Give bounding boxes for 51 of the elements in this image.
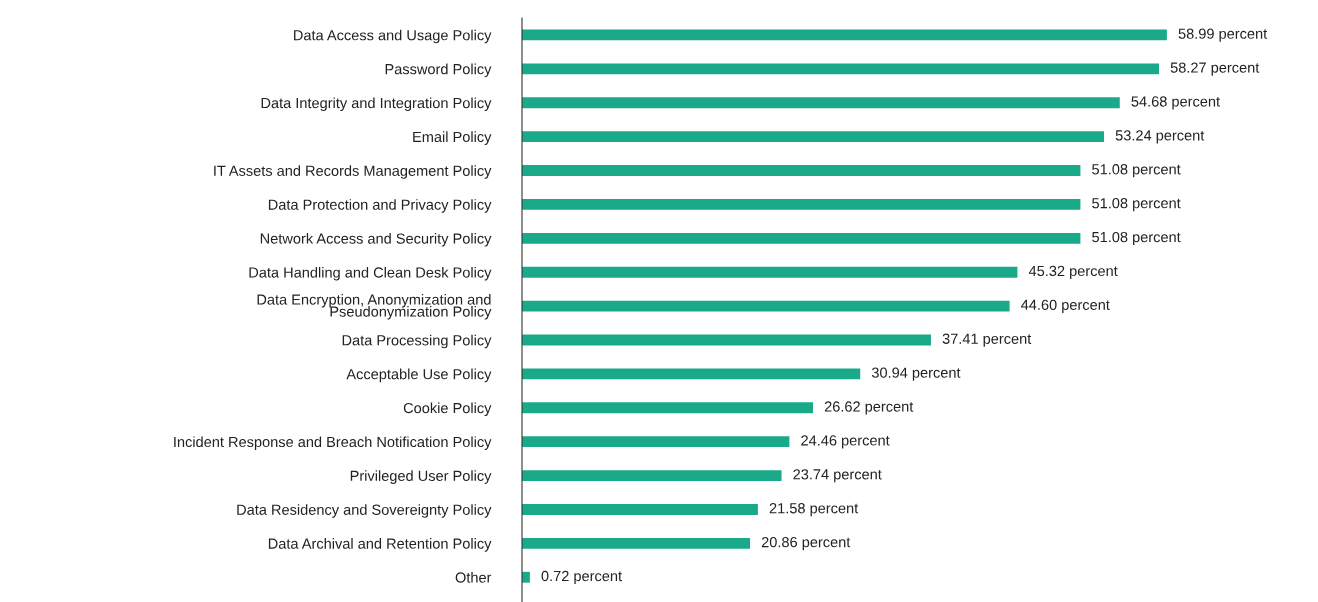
data-label: 58.99 percent [1178,28,1268,42]
data-label: 45.32 percent [1028,265,1118,279]
bar [522,537,751,549]
y-tick-label: Acceptable Use Policy [346,368,492,383]
y-tick-label: Data Encryption, Anonymization and Pseudonymization Policy [257,294,492,320]
data-label: 20.86 percent [761,536,851,551]
data-label: 53.24 percent [1115,130,1205,144]
data-label: 26.62 percent [824,401,914,415]
data-label: 30.94 percent [871,367,961,381]
bar [522,165,1081,176]
bar [522,266,1018,278]
bar [522,334,931,346]
y-tick-label: Data Archival and Retention Policy [268,538,492,552]
bar [522,368,861,380]
y-tick-label: Data Integrity and Integration Policy [261,97,492,112]
y-tick-label: Data Handling and Clean Desk Policy [249,266,492,281]
y-tick-label: Data Access and Usage Policy [294,29,492,44]
bar [522,29,1167,41]
y-tick-label: Data Protection and Privacy Policy [268,199,492,213]
y-tick-label: Network Access and Security Policy [260,233,492,247]
y-tick-label: Password Policy [385,63,492,78]
bar [522,470,782,481]
bar [522,63,1160,75]
bar [522,300,1010,312]
bar [522,97,1120,109]
y-tick-label: IT Assets and Records Management Policy [214,165,492,179]
data-label: 51.08 percent [1092,164,1181,178]
bar [522,504,758,515]
data-label: 54.68 percent [1131,96,1220,110]
y-tick-label: Data Residency and Sovereignty Policy [237,504,492,518]
bar [522,199,1081,210]
data-label: 58.27 percent [1170,62,1260,76]
y-tick-label: Data Processing Policy [342,334,492,349]
data-label: 37.41 percent [942,333,1032,347]
bar [522,402,814,414]
data-label: 51.08 percent [1092,198,1181,212]
data-label: 44.60 percent [1021,299,1110,313]
data-label: 21.58 percent [769,503,859,517]
y-tick-label: Incident Response and Breach Notification Policy [174,436,492,450]
y-tick-label: Email Policy [413,131,492,145]
y-tick-label: Privileged User Policy [350,470,492,484]
y-tick-label: Cookie Policy [403,402,492,417]
data-label: 24.46 percent [801,435,890,449]
data-label: 0.72 percent [541,570,622,585]
data-label: 23.74 percent [793,469,882,483]
bar [522,571,530,583]
bar [522,131,1105,143]
bar [522,232,1081,244]
y-tick-label: Other [455,571,492,583]
bar [522,436,790,448]
data-label: 51.08 percent [1092,231,1181,246]
